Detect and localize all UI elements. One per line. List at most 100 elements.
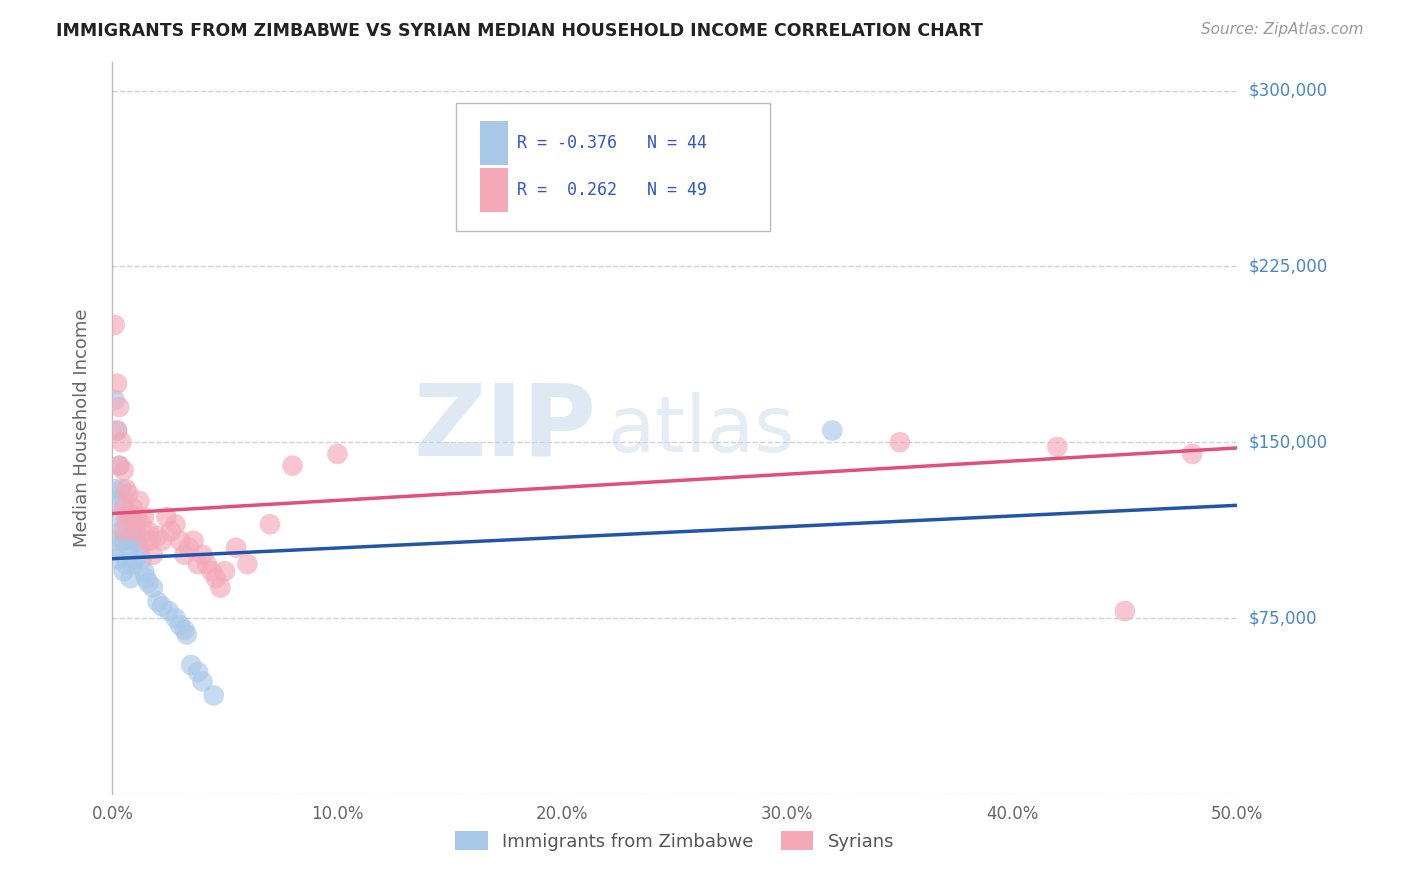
- Point: [146, 594, 169, 608]
- Point: [200, 564, 222, 578]
- Point: [128, 541, 150, 555]
- Text: Source: ZipAtlas.com: Source: ZipAtlas.com: [1201, 22, 1364, 37]
- Point: [236, 557, 259, 571]
- Point: [105, 552, 128, 566]
- Point: [108, 541, 131, 555]
- Point: [117, 541, 139, 555]
- Point: [110, 524, 132, 539]
- Point: [1114, 604, 1136, 618]
- Point: [108, 458, 131, 473]
- Point: [169, 533, 191, 548]
- Point: [205, 571, 228, 585]
- Point: [1046, 440, 1069, 454]
- Bar: [481, 121, 509, 165]
- Point: [124, 517, 146, 532]
- Point: [177, 541, 200, 555]
- Point: [115, 482, 138, 496]
- Point: [110, 435, 132, 450]
- Point: [115, 510, 138, 524]
- Point: [173, 623, 195, 637]
- Text: $75,000: $75,000: [1249, 609, 1317, 627]
- Point: [146, 529, 169, 543]
- Point: [169, 618, 191, 632]
- Point: [112, 533, 135, 548]
- Point: [121, 524, 143, 539]
- Text: $225,000: $225,000: [1249, 258, 1327, 276]
- Point: [160, 524, 183, 539]
- Point: [104, 533, 127, 548]
- Point: [138, 575, 160, 590]
- Point: [142, 548, 165, 562]
- Text: R = -0.376   N = 44: R = -0.376 N = 44: [517, 134, 707, 152]
- Point: [104, 392, 127, 407]
- Text: ZIP: ZIP: [413, 380, 596, 476]
- Point: [121, 557, 143, 571]
- FancyBboxPatch shape: [456, 103, 770, 231]
- Point: [104, 318, 127, 332]
- Point: [110, 482, 132, 496]
- Point: [105, 493, 128, 508]
- Point: [108, 400, 131, 414]
- Point: [731, 166, 754, 180]
- Point: [105, 376, 128, 391]
- Point: [112, 524, 135, 539]
- Text: IMMIGRANTS FROM ZIMBABWE VS SYRIAN MEDIAN HOUSEHOLD INCOME CORRELATION CHART: IMMIGRANTS FROM ZIMBABWE VS SYRIAN MEDIA…: [56, 22, 983, 40]
- Text: atlas: atlas: [607, 392, 794, 467]
- Legend: Immigrants from Zimbabwe, Syrians: Immigrants from Zimbabwe, Syrians: [449, 824, 901, 858]
- Point: [135, 571, 157, 585]
- Point: [214, 564, 236, 578]
- Point: [138, 524, 160, 539]
- Point: [115, 557, 138, 571]
- Point: [115, 517, 138, 532]
- Point: [225, 541, 247, 555]
- Point: [191, 674, 214, 689]
- Point: [195, 557, 218, 571]
- Point: [191, 548, 214, 562]
- Point: [157, 604, 180, 618]
- Point: [117, 506, 139, 520]
- Point: [180, 657, 202, 672]
- Point: [112, 463, 135, 477]
- Point: [112, 500, 135, 515]
- Y-axis label: Median Household Income: Median Household Income: [73, 309, 91, 548]
- Point: [105, 424, 128, 438]
- Point: [150, 599, 173, 614]
- Point: [135, 533, 157, 548]
- Point: [281, 458, 304, 473]
- Point: [132, 564, 155, 578]
- Point: [155, 510, 177, 524]
- Point: [139, 533, 162, 548]
- Text: $150,000: $150,000: [1249, 434, 1327, 451]
- Point: [104, 482, 127, 496]
- Point: [120, 510, 142, 524]
- Point: [142, 581, 165, 595]
- Point: [112, 493, 135, 508]
- Point: [132, 510, 155, 524]
- Point: [209, 581, 232, 595]
- Point: [121, 500, 143, 515]
- Point: [120, 571, 142, 585]
- Point: [120, 510, 142, 524]
- Point: [127, 510, 149, 524]
- Point: [108, 458, 131, 473]
- Point: [183, 533, 205, 548]
- Point: [165, 517, 187, 532]
- Text: R =  0.262   N = 49: R = 0.262 N = 49: [517, 181, 707, 200]
- Point: [112, 564, 135, 578]
- Point: [124, 552, 146, 566]
- Point: [202, 689, 225, 703]
- Point: [105, 424, 128, 438]
- Point: [117, 487, 139, 501]
- Point: [165, 611, 187, 625]
- Point: [108, 510, 131, 524]
- Point: [821, 424, 844, 438]
- Point: [127, 533, 149, 548]
- Point: [187, 665, 209, 679]
- Point: [176, 627, 198, 641]
- Point: [259, 517, 281, 532]
- Point: [173, 548, 195, 562]
- Point: [120, 533, 142, 548]
- Point: [326, 447, 349, 461]
- Text: $300,000: $300,000: [1249, 81, 1327, 100]
- Point: [1181, 447, 1204, 461]
